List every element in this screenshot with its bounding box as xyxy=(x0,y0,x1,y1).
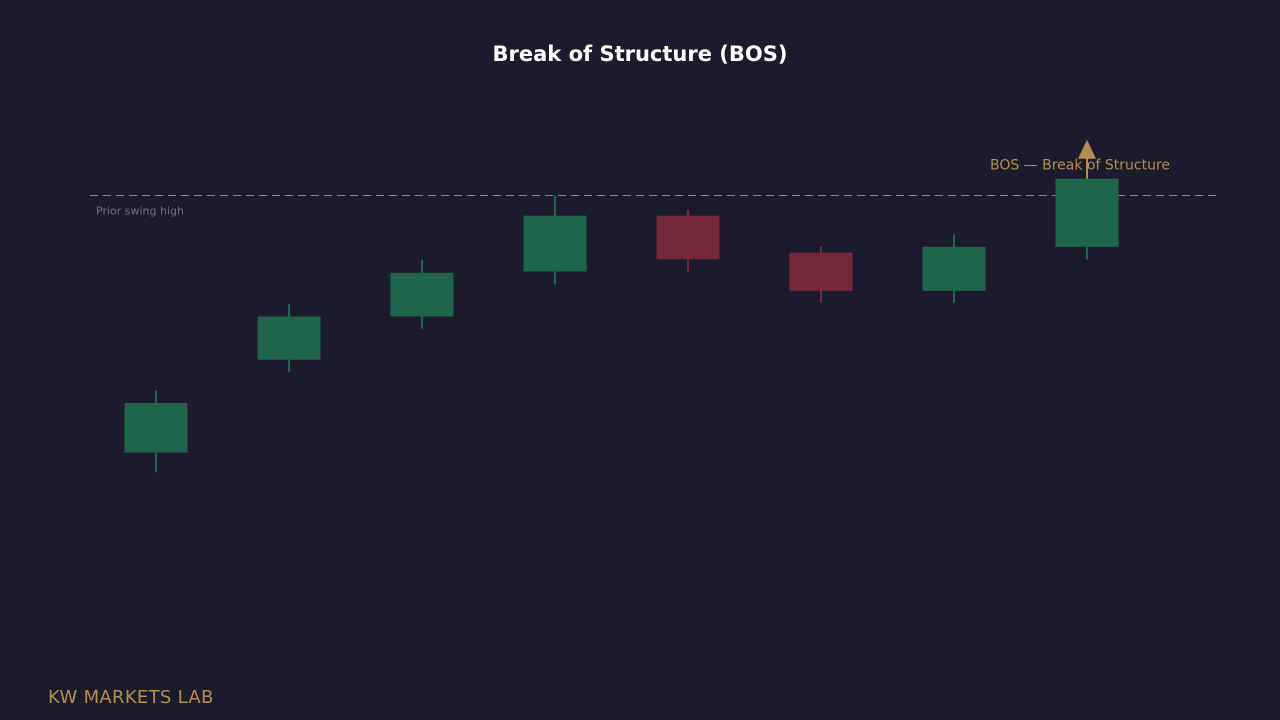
bullish-candle xyxy=(1055,178,1119,247)
bullish-candle xyxy=(922,246,986,291)
bearish-candle xyxy=(789,252,853,291)
bearish-candle xyxy=(656,215,720,260)
bullish-candle xyxy=(523,215,587,272)
chart-title: Break of Structure (BOS) xyxy=(492,42,788,66)
brand-label: KW MARKETS LAB xyxy=(48,687,214,708)
swing-high-label: Prior swing high xyxy=(96,205,184,218)
bullish-candle xyxy=(390,272,454,317)
bullish-candle xyxy=(257,316,321,360)
bullish-candle xyxy=(124,403,188,453)
bos-annotation-label: BOS — Break of Structure xyxy=(990,158,1170,174)
bos-arrow-head xyxy=(1078,139,1096,159)
